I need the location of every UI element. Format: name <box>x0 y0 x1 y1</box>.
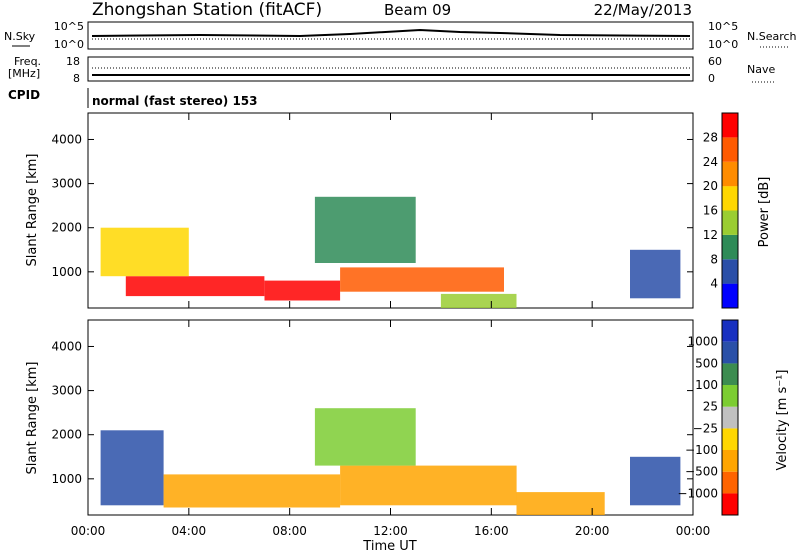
time-tick-label: 04:00 <box>172 524 207 538</box>
power-data-region <box>440 293 517 308</box>
velocity-colorbar-segment <box>722 471 738 494</box>
power-data-region <box>264 280 341 301</box>
velocity-data-region <box>340 465 517 506</box>
noise-right-top-tick: 10^5 <box>708 20 738 33</box>
velocity-colorbar-tick: 100 <box>695 378 718 392</box>
power-colorbar-segment <box>722 186 738 211</box>
power-data-region <box>125 276 265 297</box>
power-colorbar-tick: 8 <box>710 252 718 266</box>
power-colorbar-segment <box>722 113 738 138</box>
power-colorbar-segment <box>722 210 738 235</box>
velocity-colorbar-frame <box>721 319 739 516</box>
velocity-colorbar-tick: −100 <box>685 443 718 457</box>
station-title: Zhongshan Station (fitACF) <box>92 0 322 20</box>
velocity-y-tick-label: 2000 <box>51 428 82 442</box>
time-tick-label: 16:00 <box>474 524 509 538</box>
velocity-data-region <box>630 456 681 506</box>
noise-panel: N.Sky 10^5 10^0 10^5 10^0 N.Search <box>4 20 797 51</box>
noise-sky-label: N.Sky <box>4 30 36 43</box>
velocity-y-tick-label: 3000 <box>51 384 82 398</box>
power-colorbar-segment <box>722 137 738 162</box>
velocity-y-tick-label: 1000 <box>51 472 82 486</box>
velocity-colorbar-segment <box>722 363 738 385</box>
noise-search-label: N.Search <box>747 30 797 43</box>
power-y-tick-label: 3000 <box>51 177 82 191</box>
power-colorbar-tick: 12 <box>703 228 718 242</box>
power-y-tick-label: 2000 <box>51 221 82 235</box>
power-colorbar-tick: 24 <box>703 155 718 169</box>
cpid-label: CPID <box>8 88 40 102</box>
velocity-colorbar-segment <box>722 450 738 472</box>
power-data-region <box>340 267 504 292</box>
velocity-colorbar-segment <box>722 493 738 515</box>
nave-bottom-tick: 0 <box>708 72 715 85</box>
velocity-y-axis: 1000 2000 3000 4000 <box>51 339 693 486</box>
nave-label: Nave <box>747 63 775 76</box>
velocity-colorbar-segment <box>722 385 738 407</box>
power-data-region <box>630 249 681 299</box>
velocity-data-region <box>314 408 416 466</box>
cpid-value: normal (fast stereo) 153 <box>92 94 258 108</box>
time-tick-label: 08:00 <box>272 524 307 538</box>
time-tick-label: 00:00 <box>71 524 106 538</box>
velocity-colorbar-label: Velocity [m s⁻¹] <box>775 370 790 471</box>
velocity-data-layer <box>100 408 681 515</box>
power-data-region <box>100 227 189 277</box>
power-y-tick-label: 4000 <box>51 132 82 146</box>
velocity-data-region <box>516 492 605 515</box>
velocity-colorbar-tick: −500 <box>685 465 718 479</box>
velocity-colorbar: 1000 500 100 25 −25 −100 −500 −1000 <box>677 319 739 516</box>
noise-sky-trace <box>91 28 691 38</box>
freq-top-tick: 18 <box>66 55 80 68</box>
beam-label: Beam 09 <box>384 1 451 19</box>
freq-panel: Freq. [MHz] 18 8 60 0 Nave <box>8 55 775 85</box>
power-data-layer <box>100 196 681 308</box>
velocity-colorbar-tick: −1000 <box>677 486 718 500</box>
velocity-colorbar-segment <box>722 428 738 450</box>
time-tick-label: 12:00 <box>373 524 408 538</box>
time-tick-label: 20:00 <box>575 524 610 538</box>
freq-unit-label: [MHz] <box>8 67 40 80</box>
power-colorbar-segment <box>722 283 738 308</box>
power-y-axis-label: Slant Range [km] <box>25 154 40 267</box>
freq-label: Freq. <box>14 55 41 68</box>
time-tick-label: 00:00 <box>676 524 711 538</box>
power-colorbar-label: Power [dB] <box>757 177 772 248</box>
power-colorbar-segment <box>722 161 738 187</box>
power-colorbar-segment <box>722 259 738 284</box>
time-axis: 00:00 04:00 08:00 12:00 16:00 20:00 00:00 <box>71 113 711 538</box>
time-axis-label: Time UT <box>362 539 416 554</box>
velocity-data-region <box>163 474 341 508</box>
power-colorbar-tick: 16 <box>703 204 718 218</box>
power-colorbar: 4 8 12 16 20 24 28 <box>703 112 739 309</box>
power-colorbar-tick: 28 <box>703 130 718 144</box>
noise-left-top-tick: 10^5 <box>54 20 84 33</box>
power-colorbar-segment <box>722 234 738 260</box>
cpid-panel: CPID normal (fast stereo) 153 <box>8 88 258 108</box>
power-colorbar-tick: 20 <box>703 179 718 193</box>
power-y-axis: 1000 2000 3000 4000 <box>51 132 693 279</box>
power-colorbar-tick: 4 <box>710 277 718 291</box>
nave-top-tick: 60 <box>708 55 722 68</box>
power-panel: 1000 2000 3000 4000 Slant Range [km] 4 8 12 16… <box>25 112 772 309</box>
date-label: 22/May/2013 <box>594 1 692 19</box>
velocity-colorbar-segment <box>722 320 738 342</box>
velocity-panel: 1000 2000 3000 4000 Slant Range [km] 1000 50… <box>25 319 790 516</box>
freq-bottom-tick: 8 <box>73 72 80 85</box>
velocity-colorbar-tick: −25 <box>693 421 718 435</box>
velocity-colorbar-tick: 25 <box>703 400 718 414</box>
power-data-region <box>314 196 416 263</box>
velocity-colorbar-segment <box>722 341 738 364</box>
noise-left-bottom-tick: 10^0 <box>54 38 84 51</box>
velocity-colorbar-tick: 500 <box>695 356 718 370</box>
velocity-colorbar-tick: 1000 <box>687 335 718 349</box>
velocity-y-tick-label: 4000 <box>51 339 82 353</box>
power-y-tick-label: 1000 <box>51 265 82 279</box>
velocity-colorbar-segment <box>722 406 738 429</box>
velocity-y-axis-label: Slant Range [km] <box>25 362 40 475</box>
power-colorbar-frame <box>721 112 739 309</box>
noise-right-bottom-tick: 10^0 <box>708 38 738 51</box>
velocity-data-region <box>100 430 164 506</box>
